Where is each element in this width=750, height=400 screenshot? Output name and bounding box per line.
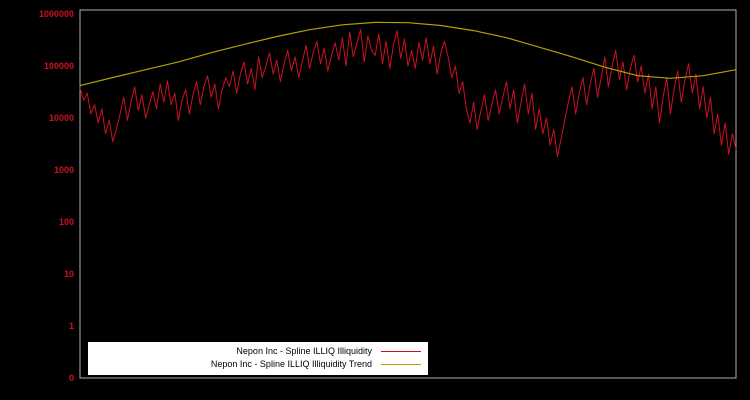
y-axis-tick-label: 1000000 <box>39 9 74 19</box>
legend-label-illiquidity: Nepon Inc - Spline ILLIQ Illiquidity <box>236 346 372 356</box>
plot-frame <box>79 9 737 379</box>
legend: Nepon Inc - Spline ILLIQ Illiquidity Nep… <box>88 342 428 375</box>
y-axis-tick-label: 1000 <box>54 165 74 175</box>
y-axis-tick-label: 100 <box>59 217 74 227</box>
series-line-trend <box>79 21 737 87</box>
legend-line-sample-illiquidity <box>381 351 421 352</box>
y-axis-tick-label: 1 <box>69 321 74 331</box>
legend-line-sample-trend <box>381 364 421 365</box>
legend-label-trend: Nepon Inc - Spline ILLIQ Illiquidity Tre… <box>210 359 372 369</box>
y-axis-tick-label: 10000 <box>49 113 74 123</box>
y-axis-tick-label: 10 <box>64 269 74 279</box>
series-line-illiquidity <box>79 29 737 158</box>
y-axis-tick-label: 0 <box>69 373 74 383</box>
y-axis-tick-label: 100000 <box>44 61 74 71</box>
legend-item-trend: Nepon Inc - Spline ILLIQ Illiquidity Tre… <box>95 358 421 371</box>
legend-item-illiquidity: Nepon Inc - Spline ILLIQ Illiquidity <box>95 345 421 358</box>
